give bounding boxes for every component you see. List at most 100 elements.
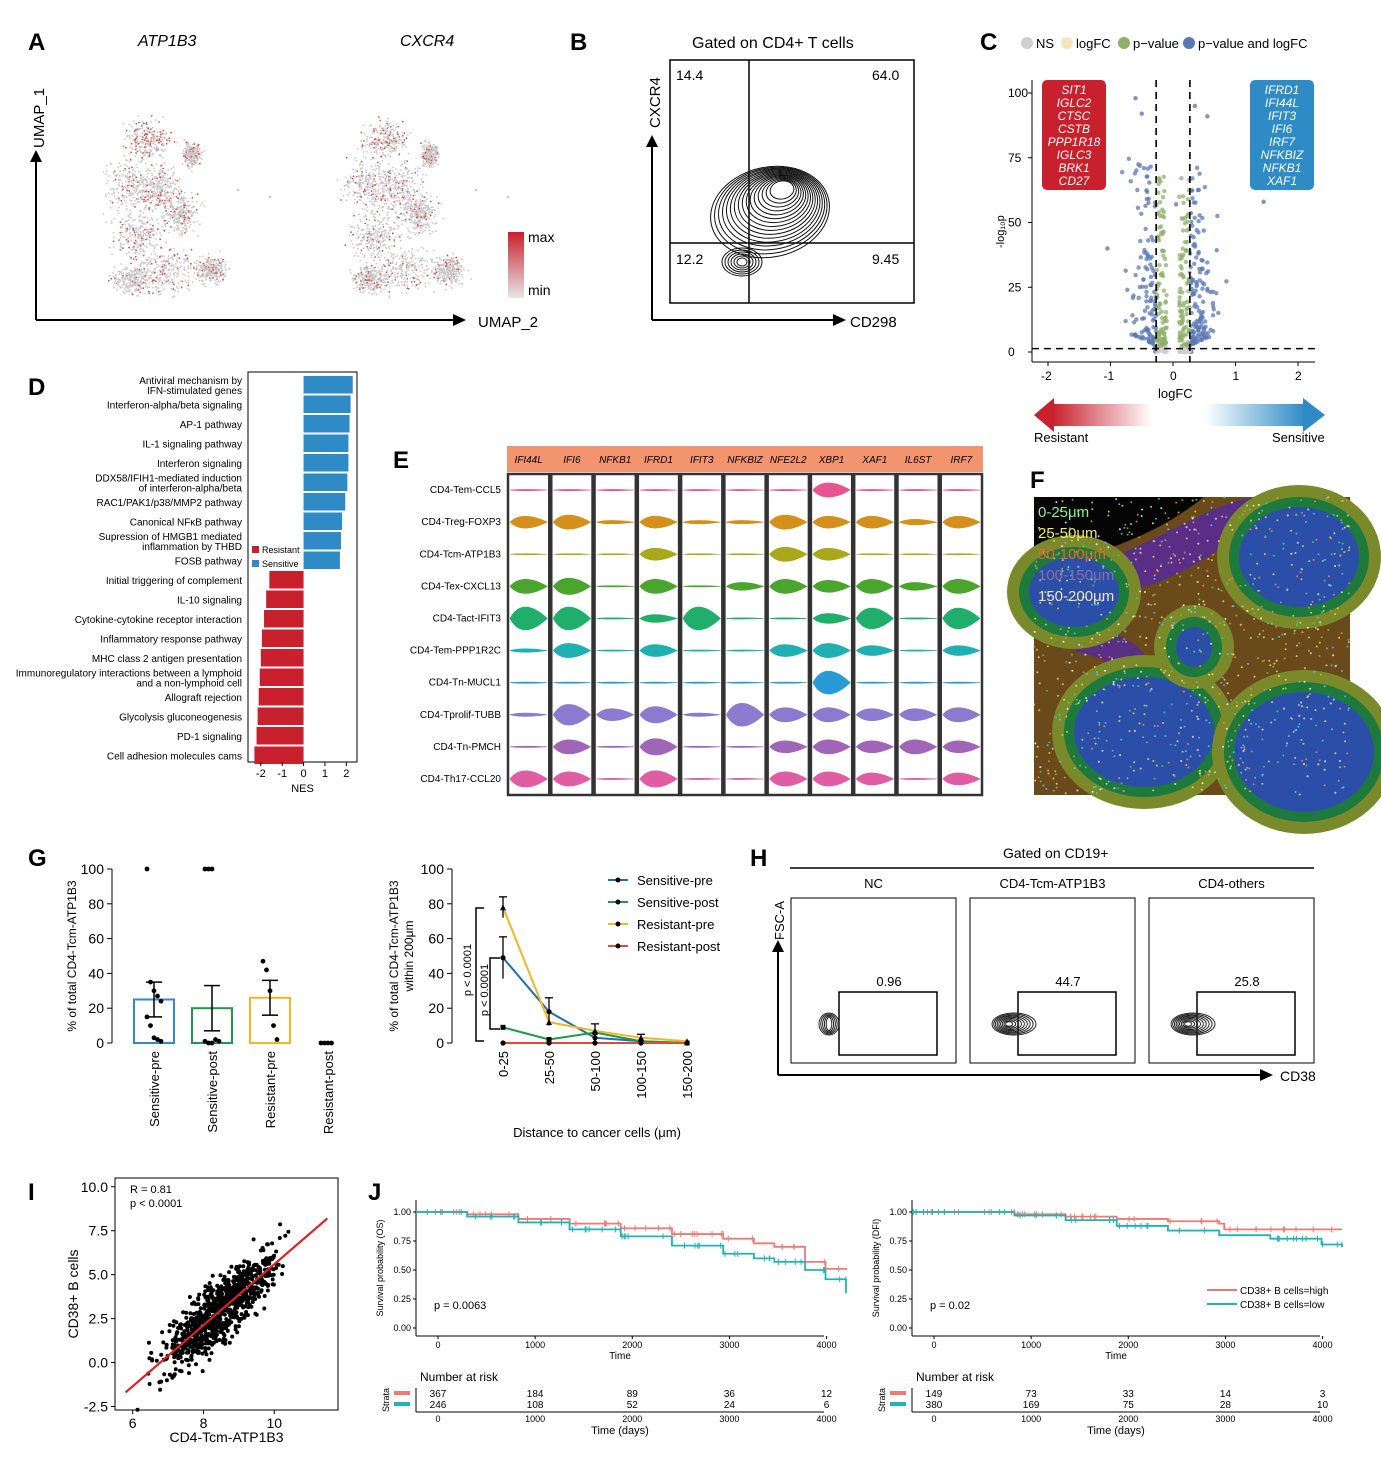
umap-cell — [170, 168, 173, 170]
umap-cell — [440, 263, 443, 266]
umap-cell — [188, 145, 191, 148]
umap-cell — [417, 278, 420, 281]
umap-cell — [409, 196, 412, 199]
umap-cell — [362, 156, 365, 158]
umap-cell — [147, 276, 150, 279]
umap-cell — [361, 144, 364, 147]
umap-cell — [437, 277, 440, 280]
umap-cell — [395, 137, 397, 140]
umap-cell — [393, 222, 396, 225]
umap-cell — [384, 174, 387, 176]
umap-cell — [127, 246, 130, 249]
umap-cell — [385, 271, 388, 274]
umap-cell — [218, 267, 220, 270]
umap-cell — [363, 290, 366, 292]
umap-cell — [412, 264, 415, 266]
umap-cell — [169, 191, 172, 194]
umap-cell — [371, 168, 374, 171]
umap-cell — [131, 147, 134, 150]
umap-cell — [414, 233, 416, 236]
umap-cell — [406, 280, 409, 283]
flow-contour-line — [733, 255, 751, 269]
umap-cell — [173, 254, 176, 256]
umap-cell — [373, 196, 376, 199]
umap-cell — [195, 151, 197, 154]
umap-cell — [192, 158, 195, 161]
umap-cell — [199, 223, 201, 226]
umap-cell — [377, 220, 380, 222]
umap-cell — [150, 121, 153, 123]
umap-cell — [161, 163, 164, 166]
umap-cell — [397, 141, 400, 144]
umap-cell — [186, 164, 189, 167]
umap-cell — [139, 234, 142, 237]
umap-cell — [162, 129, 165, 132]
umap-cell — [415, 269, 418, 271]
umap-cell — [196, 200, 198, 203]
umap-cell — [346, 181, 349, 183]
umap-cell — [371, 270, 373, 273]
umap-cell — [377, 142, 380, 144]
umap-cell — [369, 143, 371, 146]
umap-cell — [169, 182, 172, 184]
umap-cell — [204, 285, 207, 288]
umap-cell — [128, 167, 131, 170]
umap-cell — [216, 275, 218, 278]
umap-cell — [420, 229, 422, 232]
umap-cell — [375, 293, 378, 296]
umap-cell — [156, 274, 159, 277]
umap-cell — [371, 225, 374, 228]
umap-cell — [371, 203, 373, 205]
umap-cell — [169, 217, 172, 220]
umap-cell — [142, 152, 144, 154]
umap-cell — [162, 139, 164, 142]
umap-cell — [200, 275, 203, 278]
legend-ns-dot — [1021, 37, 1033, 49]
umap-cell — [370, 231, 372, 233]
umap-cell — [140, 231, 142, 234]
umap-cell — [397, 134, 400, 136]
umap-cell — [458, 279, 460, 282]
umap-cell — [377, 287, 379, 289]
umap-cell — [351, 226, 353, 228]
umap-cell — [159, 276, 162, 279]
umap-cell — [142, 237, 145, 240]
umap-cell — [438, 154, 440, 156]
umap-cell — [459, 268, 462, 271]
umap-cell — [389, 177, 392, 180]
umap-cell — [349, 225, 352, 228]
umap-cell — [368, 227, 370, 230]
umap-cell — [404, 255, 406, 258]
umap-cell — [179, 266, 181, 269]
umap-cell — [191, 171, 193, 173]
umap-cell — [222, 278, 224, 281]
umap-cell — [128, 225, 131, 228]
umap-cell — [155, 238, 158, 241]
flow-contours — [710, 165, 830, 277]
umap-cell — [197, 147, 199, 150]
umap-cell — [408, 192, 411, 195]
umap-cell — [125, 192, 128, 195]
umap-cell — [394, 149, 397, 152]
umap-cell — [444, 272, 446, 275]
umap-cell — [417, 249, 419, 252]
umap-cell — [379, 132, 382, 135]
umap-cell — [379, 177, 381, 180]
umap-cell — [404, 218, 407, 221]
umap-cell — [379, 119, 382, 122]
flow-plot-frame — [669, 59, 915, 304]
umap-cell — [417, 213, 419, 216]
umap-cell — [224, 266, 226, 268]
umap-cell — [144, 154, 147, 156]
umap-cell — [375, 147, 378, 149]
umap-cell — [148, 286, 150, 289]
umap-cell — [139, 281, 142, 284]
umap-cell — [236, 188, 240, 192]
umap-cell — [140, 160, 143, 162]
umap-cell — [137, 273, 139, 275]
umap-cell — [171, 281, 174, 284]
umap-cell — [383, 256, 386, 259]
umap-cell — [136, 128, 139, 131]
umap-cell — [366, 261, 368, 264]
umap-cell — [403, 276, 406, 279]
